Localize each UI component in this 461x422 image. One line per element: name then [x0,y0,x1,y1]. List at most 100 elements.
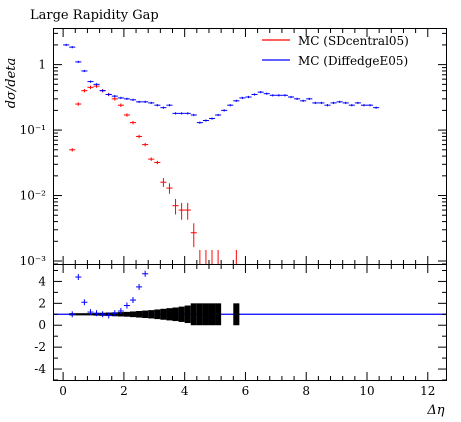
data-point [215,113,222,117]
data-point [117,103,124,107]
data-point [300,99,307,102]
ratio-y-tick-label: 4 [38,274,46,288]
ratio-point [105,312,112,319]
data-point [202,119,209,122]
data-point [360,104,367,107]
data-point [208,117,216,120]
ratio-point [123,302,130,309]
ratio-point [136,283,143,290]
ratio-point [99,311,106,318]
data-point [257,91,264,94]
data-point [142,142,149,147]
data-point [245,95,252,99]
x-axis-label: Δη [426,403,444,418]
data-point [287,95,295,99]
data-point [154,160,161,165]
ratio-point [81,299,88,306]
data-point [148,101,155,105]
uncertainty-band-bin [233,303,240,326]
uncertainty-band-bin [129,311,137,318]
data-point [306,97,313,101]
ratio-y-tick-label: 0 [38,318,46,332]
y-tick-label: 10⁻² [20,189,47,203]
legend-label-sdcentral05: MC (SDcentral05) [298,34,409,48]
data-point [172,112,179,115]
data-point [178,112,185,115]
data-point [99,89,106,92]
ratio-point [117,308,124,314]
data-point [87,80,94,83]
data-point [233,99,240,102]
data-point [123,113,130,117]
data-point [184,202,191,220]
uncertainty-band-bin [196,303,203,326]
uncertainty-band-bin [190,303,197,326]
data-point [81,89,88,93]
x-tick-label: 10 [359,384,374,398]
data-point [373,106,380,109]
uncertainty-band-bin [154,309,161,320]
data-point [75,60,82,64]
ratio-point [69,311,76,318]
data-point [227,104,234,107]
uncertainty-band-bin [178,306,185,322]
data-point [142,100,149,104]
data-point [148,157,155,161]
uncertainty-band-bin [148,310,155,319]
uncertainty-band-bin [202,303,209,326]
uncertainty-band-bin [172,307,179,322]
data-point [318,101,325,105]
uncertainty-band-bin [208,303,216,326]
data-point [294,97,301,101]
data-point [81,69,88,73]
ratio-point [129,297,137,304]
data-point [136,134,143,139]
data-point [330,101,337,105]
ratio-panel: 0 2 4 6 8 10 12 -4 -2 0 2 4 [34,264,447,398]
uncertainty-band-bin [166,308,173,321]
legend: MC (SDcentral05) MC (DiffedgeE05) [262,34,409,68]
data-point [136,100,143,104]
uncertainty-band-bin [142,310,149,319]
data-point [190,113,197,117]
data-point [366,104,374,107]
ratio-point [111,310,118,317]
data-point [239,96,246,100]
data-point [275,94,282,97]
ratio-y-tick-label: -2 [34,340,46,354]
legend-label-diffedgee05: MC (DiffedgeE05) [298,54,408,68]
ratio-point [87,309,94,316]
uncertainty-band-bin [117,312,124,317]
data-point [281,94,288,97]
x-tick-label: 4 [181,384,189,398]
data-point [160,178,167,187]
ratio-y-tick-label: -4 [34,362,46,376]
data-point [111,97,118,101]
uncertainty-band-bin [81,313,88,316]
data-point [166,183,173,194]
data-point [160,106,167,109]
data-point [63,43,70,47]
data-point [312,101,319,105]
data-point [93,83,100,86]
ratio-y-tick-label: 2 [38,296,46,310]
uncertainty-band-bin [75,313,82,316]
ratio-point [93,310,100,317]
uncertainty-band-bin [160,308,167,320]
x-tick-label: 8 [302,384,310,398]
data-point [75,102,82,106]
data-point [221,109,228,112]
ratio-point [75,274,82,281]
main-axis-ticks: 10⁻³ 10⁻² 10⁻¹ 1 [20,29,446,268]
data-point [190,223,197,248]
uncertainty-band-bin [215,303,222,326]
data-point [129,98,137,101]
x-tick-label: 2 [120,384,128,398]
uncertainty-band-bin [184,305,191,324]
y-axis-label: dσ/deta [4,58,19,109]
data-point [324,104,331,107]
data-point [129,120,137,125]
ratio-data-marks [69,270,240,326]
ratio-frame [53,264,447,381]
data-point [251,93,258,96]
